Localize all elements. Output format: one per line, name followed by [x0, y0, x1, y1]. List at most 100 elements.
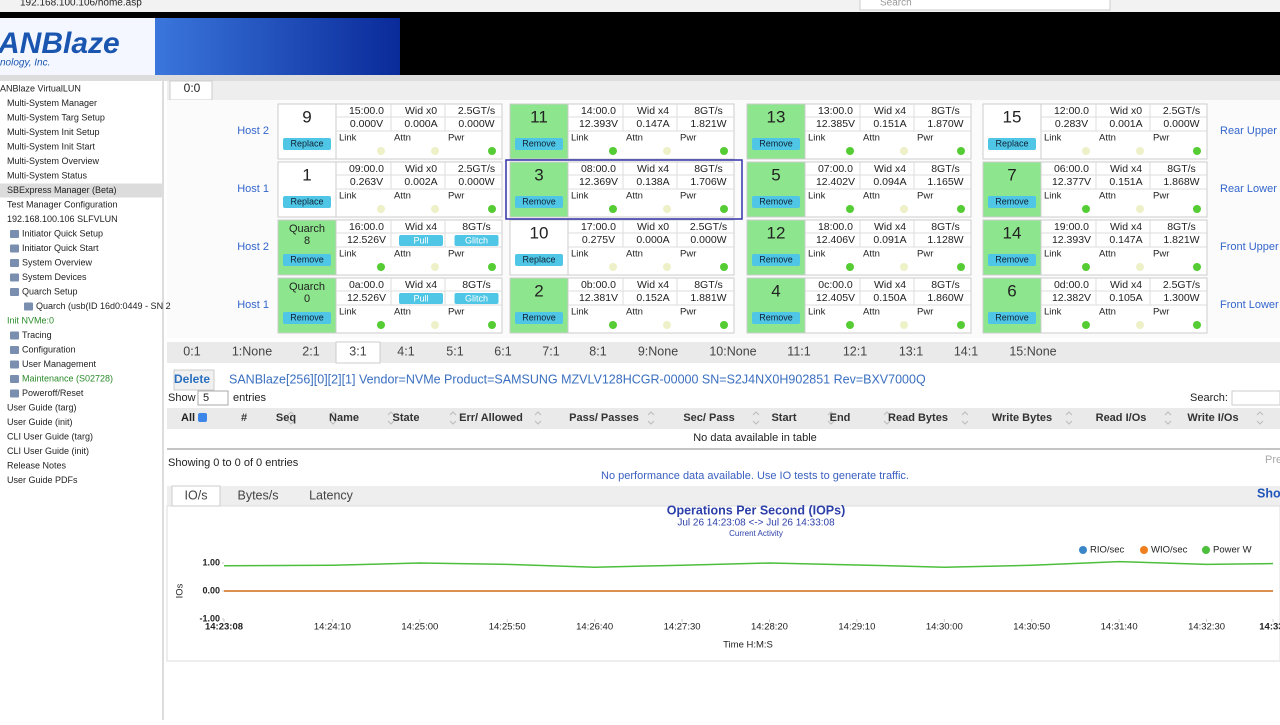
slot-button[interactable]	[515, 138, 563, 150]
sidebar-item[interactable]: Multi-System Init Setup	[7, 127, 100, 137]
sidebar-item[interactable]: 192.168.100.106 SLFVLUN	[7, 214, 118, 224]
slot-button-label[interactable]: Remove	[290, 254, 324, 264]
sidebar-item[interactable]: Poweroff/Reset	[22, 388, 84, 398]
port-tab[interactable]: 4:1	[397, 344, 414, 358]
search-box[interactable]	[859, 0, 1111, 11]
search-input[interactable]	[1231, 390, 1280, 406]
slot-tab-label[interactable]: 0:0	[184, 81, 201, 95]
port-tab[interactable]: 8:1	[589, 344, 606, 358]
port-tab[interactable]: 6:1	[494, 344, 511, 358]
sidebar-item[interactable]: Configuration	[22, 344, 76, 354]
slot-button[interactable]	[752, 196, 800, 208]
column-header[interactable]: Start	[771, 412, 796, 424]
all-checkbox[interactable]	[198, 413, 207, 422]
sidebar-item[interactable]: System Overview	[22, 257, 93, 267]
column-header[interactable]: End	[830, 412, 851, 424]
column-header[interactable]: Read Bytes	[888, 412, 948, 424]
port-tab[interactable]: 14:1	[954, 344, 978, 358]
control-label[interactable]: Pull	[413, 235, 428, 245]
slot-button-label[interactable]: Remove	[290, 312, 324, 322]
control-label[interactable]: Pull	[413, 293, 428, 303]
slot-button[interactable]	[515, 254, 563, 266]
slot-button-label[interactable]: Remove	[759, 254, 793, 264]
control-button[interactable]	[454, 235, 499, 246]
sidebar-item[interactable]: ANBlaze VirtualLUN	[0, 83, 81, 93]
slot-button[interactable]	[283, 138, 331, 150]
chart-tab-selected[interactable]	[171, 485, 221, 507]
port-tab[interactable]: 2:1	[302, 344, 319, 358]
delete-button[interactable]	[173, 369, 215, 391]
port-tab[interactable]: 13:1	[899, 344, 923, 358]
slot-button-label[interactable]: Remove	[759, 312, 793, 322]
control-button[interactable]	[399, 235, 443, 246]
slot-button-label[interactable]: Replace	[290, 138, 323, 148]
length-select[interactable]	[197, 390, 229, 406]
slot-button-label[interactable]: Remove	[522, 196, 556, 206]
sidebar-item[interactable]: SBExpress Manager (Beta)	[7, 185, 117, 195]
sidebar-item[interactable]: Multi-System Manager	[7, 98, 97, 108]
chart-more[interactable]: Sho	[1257, 486, 1280, 500]
sidebar-item[interactable]: Maintenance (S02728)	[22, 373, 113, 383]
column-header[interactable]: Pass/ Passes	[569, 412, 639, 424]
port-tab[interactable]: 0:1	[183, 344, 200, 358]
column-header[interactable]: Seq	[276, 412, 296, 424]
slot-button[interactable]	[988, 312, 1036, 324]
slot-button-label[interactable]: Remove	[522, 138, 556, 148]
url[interactable]: 192.168.100.106/home.asp	[20, 0, 142, 9]
slot-button[interactable]	[988, 138, 1036, 150]
port-tab[interactable]: 5:1	[446, 344, 463, 358]
slot-button[interactable]	[988, 254, 1036, 266]
column-header[interactable]: #	[241, 412, 247, 424]
sidebar-item[interactable]: CLI User Guide (init)	[7, 446, 89, 456]
port-tab-selected[interactable]	[335, 341, 381, 364]
length-value[interactable]: 5	[203, 392, 209, 404]
port-tab[interactable]: 9:None	[638, 344, 678, 358]
sidebar-item[interactable]: CLI User Guide (targ)	[7, 431, 93, 441]
sidebar-item[interactable]: Release Notes	[7, 460, 67, 470]
legend-label[interactable]: WIO/sec	[1151, 545, 1188, 556]
chart-tab[interactable]: Latency	[309, 488, 354, 502]
slot-button[interactable]	[283, 196, 331, 208]
port-tab[interactable]: 11:1	[787, 344, 810, 358]
chart-tab[interactable]: Bytes/s	[238, 488, 279, 502]
legend-label[interactable]: Power W	[1213, 545, 1252, 556]
column-header[interactable]: Write Bytes	[992, 412, 1052, 424]
sidebar-item[interactable]: Initiator Quick Start	[22, 243, 99, 253]
column-header[interactable]: Write I/Os	[1187, 412, 1238, 424]
column-header[interactable]: Read I/Os	[1096, 412, 1147, 424]
delete-label[interactable]: Delete	[174, 372, 210, 386]
sidebar-item[interactable]: System Devices	[22, 272, 87, 282]
port-tab[interactable]: 7:1	[542, 344, 559, 358]
slot-button[interactable]	[283, 254, 331, 266]
slot-button[interactable]	[752, 254, 800, 266]
slot-button[interactable]	[283, 312, 331, 324]
slot-button[interactable]	[515, 196, 563, 208]
sidebar-item[interactable]: Multi-System Overview	[7, 156, 100, 166]
sidebar-item[interactable]: Test Manager Configuration	[7, 199, 118, 209]
sidebar-item[interactable]: Quarch (usb(ID 16d0:0449 - SN 2	[36, 301, 171, 311]
port-tab[interactable]: 12:1	[843, 344, 867, 358]
sidebar-item[interactable]: Multi-System Targ Setup	[7, 112, 105, 122]
slot-button-label[interactable]: Remove	[995, 254, 1029, 264]
slot-button-label[interactable]: Remove	[995, 196, 1029, 206]
column-header[interactable]: Sec/ Pass	[683, 412, 734, 424]
control-label[interactable]: Glitch	[465, 293, 488, 303]
port-tab[interactable]: 15:None	[1009, 344, 1056, 358]
slot-button-label[interactable]: Remove	[522, 312, 556, 322]
slot-button[interactable]	[515, 312, 563, 324]
slot-button[interactable]	[988, 196, 1036, 208]
sidebar-item[interactable]: User Guide PDFs	[7, 475, 78, 485]
slot-button-label[interactable]: Remove	[995, 312, 1029, 322]
sidebar-item[interactable]: Quarch Setup	[22, 286, 78, 296]
chart-tab[interactable]: IO/s	[185, 488, 208, 502]
legend-label[interactable]: RIO/sec	[1090, 545, 1125, 556]
sidebar-item[interactable]: User Management	[22, 359, 97, 369]
slot-button-label[interactable]: Remove	[759, 196, 793, 206]
sidebar-item[interactable]: Init NVMe:0	[7, 315, 54, 325]
port-tab[interactable]: 3:1	[349, 344, 366, 358]
paging[interactable]: Pre	[1265, 454, 1280, 466]
sidebar-item[interactable]: User Guide (init)	[7, 417, 73, 427]
slot-button[interactable]	[752, 312, 800, 324]
slot-button-label[interactable]: Replace	[522, 254, 555, 264]
control-label[interactable]: Glitch	[465, 235, 488, 245]
